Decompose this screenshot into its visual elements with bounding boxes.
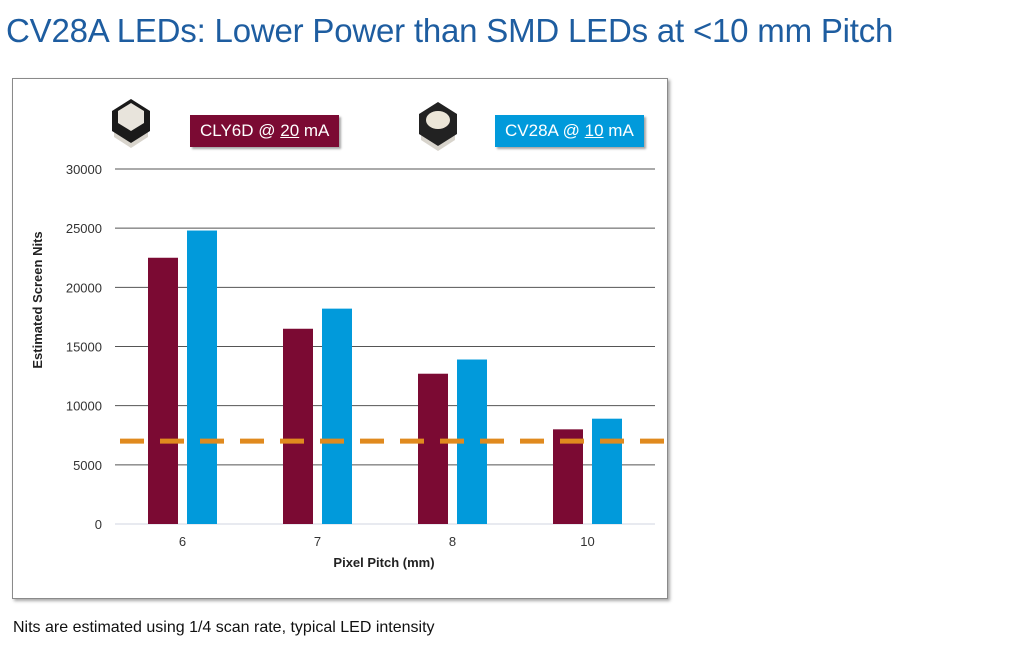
bar-cv28a-6	[187, 230, 217, 525]
bar-cv28a-10	[592, 418, 622, 524]
y-tick-label: 5000	[73, 458, 102, 473]
y-tick-label: 30000	[66, 162, 102, 177]
footnote: Nits are estimated using 1/4 scan rate, …	[13, 619, 435, 636]
legend-label-prefix: CLY6D @	[200, 121, 281, 140]
y-tick-label: 15000	[66, 340, 102, 355]
bar-cv28a-7	[322, 308, 352, 524]
legend-current-value: 20	[280, 121, 300, 140]
bar-cly6d-8	[418, 373, 448, 524]
bars	[148, 230, 622, 525]
y-tick-label: 20000	[66, 280, 102, 295]
legend-current-value: 10	[584, 121, 604, 140]
led-package-dome-icon	[419, 102, 457, 151]
x-tick-labels: 6 7 8 10	[179, 534, 595, 549]
x-tick-label: 10	[580, 534, 594, 549]
y-tick-label: 0	[95, 517, 102, 532]
x-tick-label: 7	[314, 534, 321, 549]
y-axis-label: Estimated Screen Nits	[30, 231, 45, 368]
led-package-flat-icon	[112, 99, 150, 148]
legend-label-suffix: mA	[603, 121, 634, 140]
legend-item-cly6d: CLY6D @ 20 mA	[190, 115, 340, 147]
y-tick-labels: 0 5000 10000 15000 20000 25000 30000	[66, 162, 102, 532]
x-tick-label: 8	[449, 534, 456, 549]
y-tick-label: 25000	[66, 221, 102, 236]
legend-label-prefix: CV28A @	[505, 121, 585, 140]
bar-cly6d-6	[148, 257, 178, 524]
x-tick-label: 6	[179, 534, 186, 549]
slide-title: CV28A LEDs: Lower Power than SMD LEDs at…	[6, 12, 894, 49]
bar-cly6d-10	[553, 429, 583, 524]
bar-cly6d-7	[283, 328, 313, 524]
y-tick-label: 10000	[66, 399, 102, 414]
x-axis-label: Pixel Pitch (mm)	[333, 555, 434, 570]
legend-item-cv28a: CV28A @ 10 mA	[495, 115, 644, 147]
legend-label-suffix: mA	[299, 121, 330, 140]
